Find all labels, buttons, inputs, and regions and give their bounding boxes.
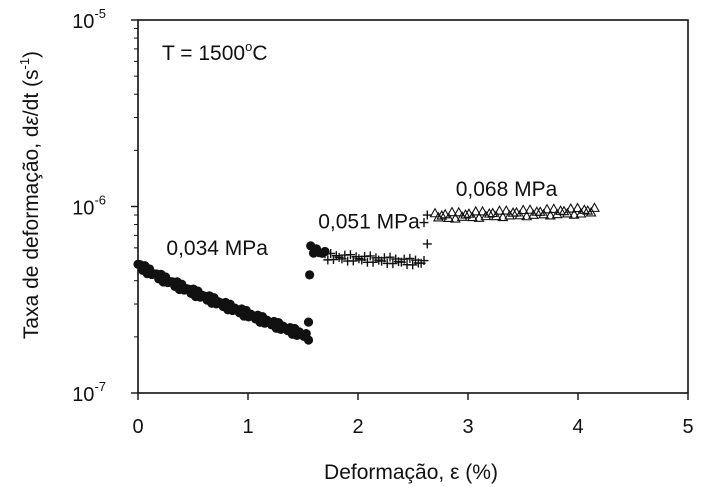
data-point-triangle — [572, 202, 583, 213]
y-tick-base: 10 — [72, 11, 94, 33]
data-point-triangle — [453, 206, 465, 217]
y-tick-label: 10-7 — [72, 379, 106, 406]
data-point-triangle — [494, 205, 505, 215]
data-point-plus — [405, 253, 415, 263]
data-point-triangle — [568, 209, 580, 219]
y-tick-exponent: -7 — [94, 379, 106, 394]
pressure-annotation: 0,068 MPa — [456, 178, 558, 201]
x-tick-label: 2 — [352, 416, 363, 438]
data-point-triangle — [446, 206, 458, 217]
data-point-triangle — [565, 202, 577, 213]
data-point-plus — [422, 210, 432, 220]
data-point-triangle — [439, 208, 451, 219]
data-points-group — [133, 202, 600, 345]
x-axis-title-symbol: ε — [450, 461, 459, 484]
plot-border — [137, 19, 689, 394]
y-tick-base: 10 — [72, 198, 94, 220]
data-point-triangle — [541, 203, 553, 214]
data-point-triangle — [585, 206, 597, 217]
data-point-triangle — [436, 209, 448, 220]
data-point-triangle — [466, 211, 478, 222]
data-point-triangle — [490, 210, 502, 221]
y-axis-title-main: Taxa de deformação, d — [20, 125, 43, 339]
y-axis-title-exp: -1 — [17, 58, 32, 70]
x-tick-label: 4 — [572, 416, 583, 438]
data-point-plus — [408, 260, 418, 270]
temperature-degree: o — [245, 39, 252, 54]
tick-group: 0 1 2 3 4 510-710-610-5 — [72, 6, 693, 438]
y-axis-title-symbol: ε — [20, 115, 43, 125]
x-tick-label: 5 — [682, 416, 693, 438]
data-point-triangle — [483, 208, 495, 218]
data-point-circle — [303, 335, 314, 345]
data-point-triangle — [429, 207, 441, 218]
x-axis-title-main: Deformação, — [324, 461, 450, 484]
x-tick-label: 1 — [242, 416, 253, 438]
data-point-triangle — [443, 212, 455, 223]
data-point-triangle — [517, 204, 529, 215]
data-point-triangle — [544, 209, 556, 220]
y-tick-base: 10 — [72, 384, 94, 406]
data-point-plus — [365, 251, 375, 261]
y-axis-title: Taxa de deformação, dε/dt (s-1) — [17, 51, 43, 339]
x-tick-label: 3 — [462, 416, 473, 438]
pressure-annotation: 0,034 MPa — [166, 237, 268, 260]
plot-frame-group — [137, 19, 689, 394]
data-point-triangle — [470, 205, 482, 216]
data-point-triangle — [449, 212, 461, 223]
y-tick-label: 10-6 — [72, 193, 106, 220]
data-point-triangle — [589, 202, 600, 212]
data-point-plus — [399, 254, 409, 264]
y-tick-exponent: -6 — [94, 193, 106, 208]
data-point-plus — [345, 250, 355, 260]
data-point-triangle — [463, 208, 475, 218]
data-point-triangle — [538, 208, 550, 219]
data-point-circle — [305, 270, 315, 280]
x-axis-title: Deformação, ε (%) — [324, 461, 498, 484]
data-point-triangle — [497, 211, 509, 222]
y-tick-label: 10-5 — [72, 6, 106, 33]
data-point-triangle — [487, 207, 499, 218]
data-point-triangle — [500, 204, 512, 215]
data-point-plus — [326, 249, 336, 259]
pressure-annotation: 0,051 MPa — [318, 211, 420, 234]
data-point-triangle — [460, 208, 471, 219]
y-axis-title-end: ) — [20, 51, 43, 58]
data-point-plus — [419, 256, 429, 266]
data-point-triangle — [561, 207, 573, 218]
data-point-circle — [303, 317, 314, 327]
data-point-triangle — [473, 212, 485, 222]
data-point-plus — [385, 252, 395, 262]
temperature-prefix: T = 1500 — [162, 42, 245, 65]
data-point-triangle — [524, 204, 536, 214]
data-point-triangle — [548, 203, 560, 213]
data-point-triangle — [514, 209, 526, 220]
data-point-plus — [388, 259, 398, 269]
data-point-triangle — [578, 204, 590, 214]
temperature-label: T = 1500oC — [162, 39, 268, 65]
x-axis-title-unit: (%) — [459, 461, 498, 484]
data-point-triangle — [477, 205, 488, 216]
y-axis-title-mid: /dt (s — [20, 70, 43, 117]
data-point-plus — [422, 239, 432, 249]
x-tick-label: 0 — [132, 416, 143, 438]
data-point-triangle — [521, 210, 533, 221]
temperature-suffix: C — [252, 42, 267, 65]
y-tick-exponent: -5 — [94, 6, 106, 21]
data-point-plus — [419, 218, 429, 228]
